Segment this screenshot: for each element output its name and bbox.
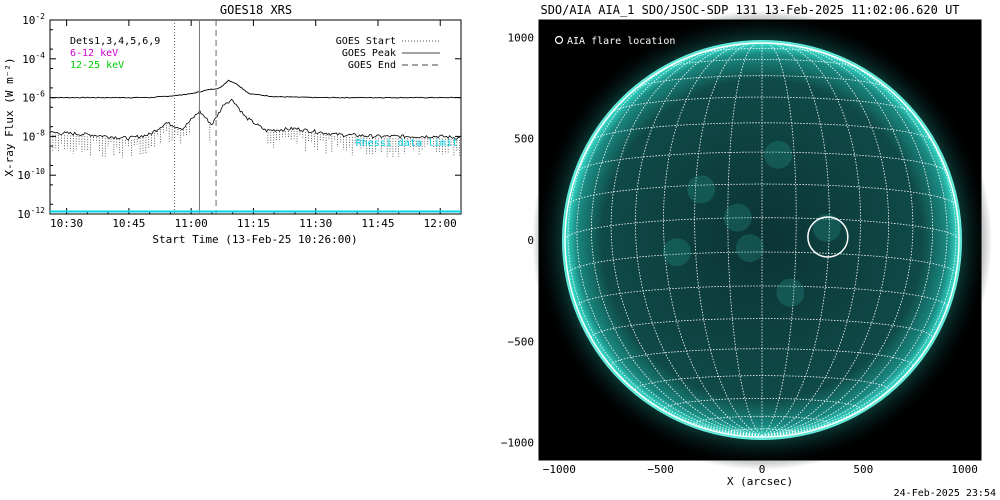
goes-series-group	[50, 79, 460, 141]
longitude-line	[761, 43, 890, 437]
latitude-line	[576, 151, 948, 173]
aia-x-tick-label: 1000	[951, 463, 978, 476]
aia-x-axis: −1000 −500 0 500 1000	[543, 454, 978, 476]
goes-plot-frame	[49, 19, 462, 215]
longitude-line	[761, 79, 957, 437]
aia-y-tick-label: 500	[514, 133, 534, 146]
goes-legend-left-item: 12-25 keV	[70, 60, 124, 71]
aia-title: SDO/AIA AIA_1 SDO/JSOC-SDP 131 13-Feb-20…	[540, 3, 959, 17]
rhessi-data-limit-label: Rhessi data limit	[356, 138, 458, 149]
goes-noise-band	[50, 123, 461, 158]
flare-legend-label: AIA flare location	[567, 36, 675, 47]
goes-x-axis: 10:30 10:45 11:00 11:15 11:30 11:45 12:00	[50, 20, 462, 230]
heliographic-grid	[565, 43, 959, 437]
goes-x-tick-label: 11:30	[299, 217, 332, 230]
flare-location-circle	[807, 216, 849, 258]
disk-bright-region	[723, 203, 752, 232]
latitude-line	[611, 96, 913, 113]
aia-panel: SDO/AIA AIA_1 SDO/JSOC-SDP 131 13-Feb-20…	[501, 3, 992, 488]
disk-bright-region	[735, 234, 764, 263]
goes-legend-left-item: Dets1,3,4,5,6,9	[70, 36, 160, 47]
longitude-line	[694, 43, 763, 437]
flare-legend-symbol	[554, 35, 564, 45]
longitude-line	[761, 239, 959, 437]
longitude-line	[567, 79, 763, 437]
aia-y-tick-label: 0	[527, 234, 534, 247]
disk-bright-region	[687, 175, 716, 204]
aia-y-tick-label: −1000	[501, 437, 534, 450]
goes-legend-right-label: GOES End	[348, 60, 396, 71]
goes-x-label: Start Time (13-Feb-25 10:26:00)	[152, 233, 357, 246]
goes-y-tick-label: 10-4	[22, 51, 45, 66]
longitude-line	[610, 45, 763, 437]
goes-x-tick-label: 10:30	[50, 217, 83, 230]
goes-series-long	[50, 79, 460, 99]
goes-y-tick-label: 10-6	[22, 90, 45, 105]
longitude-line	[634, 43, 763, 437]
goes-y-tick-label: 10-12	[17, 206, 45, 221]
aia-y-tick-label: −500	[508, 335, 535, 348]
longitude-line	[761, 45, 914, 437]
longitude-line	[761, 54, 948, 437]
goes-y-label: X-ray Flux (W m⁻²)	[3, 57, 16, 176]
longitude-line	[590, 47, 763, 437]
aia-x-tick-label: −500	[647, 463, 674, 476]
longitude-line	[663, 43, 763, 437]
aia-x-label: X (arcsec)	[727, 475, 793, 488]
goes-y-tick-label: 10-10	[17, 167, 45, 182]
disk-bright-region	[776, 278, 805, 307]
goes-panel: GOES18 XRS 10-2 10-4 10-6 10-8 10-10 10-12 10…	[3, 3, 462, 246]
aia-x-tick-label: −1000	[543, 463, 576, 476]
goes-event-lines	[174, 20, 217, 214]
goes-legend-right-label: GOES Peak	[342, 48, 396, 59]
goes-legend-right-label: GOES Start	[336, 36, 396, 47]
goes-title: GOES18 XRS	[220, 3, 292, 17]
goes-x-tick-label: 11:00	[175, 217, 208, 230]
footer-timestamp: 24-Feb-2025 23:54	[894, 488, 996, 499]
goes-legend-left-item: 6-12 keV	[70, 48, 118, 59]
aia-y-tick-label: 1000	[508, 31, 535, 44]
longitude-line	[761, 43, 861, 437]
disk-bright-region	[662, 238, 691, 267]
goes-series-short	[50, 98, 460, 141]
aia-y-axis: 1000 500 0 −500 −1000	[501, 31, 545, 450]
longitude-line	[565, 239, 763, 437]
longitude-line	[576, 54, 763, 437]
longitude-line	[727, 43, 763, 437]
goes-y-tick-label: 10-2	[22, 12, 45, 27]
latitude-line	[567, 251, 957, 275]
disk-bright-region	[764, 140, 793, 169]
aia-x-tick-label: 0	[759, 463, 766, 476]
aia-x-tick-label: 500	[853, 463, 873, 476]
longitude-line	[761, 47, 934, 437]
disk-bright-region	[812, 213, 841, 242]
goes-x-tick-label: 11:45	[361, 217, 394, 230]
longitude-line	[761, 43, 830, 437]
solar-limb	[564, 42, 960, 438]
goes-x-tick-label: 12:00	[424, 217, 457, 230]
goes-x-tick-label: 11:15	[237, 217, 270, 230]
goes-y-tick-label: 10-8	[22, 128, 45, 143]
longitude-line	[761, 43, 797, 437]
goes-x-tick-label: 10:45	[112, 217, 145, 230]
